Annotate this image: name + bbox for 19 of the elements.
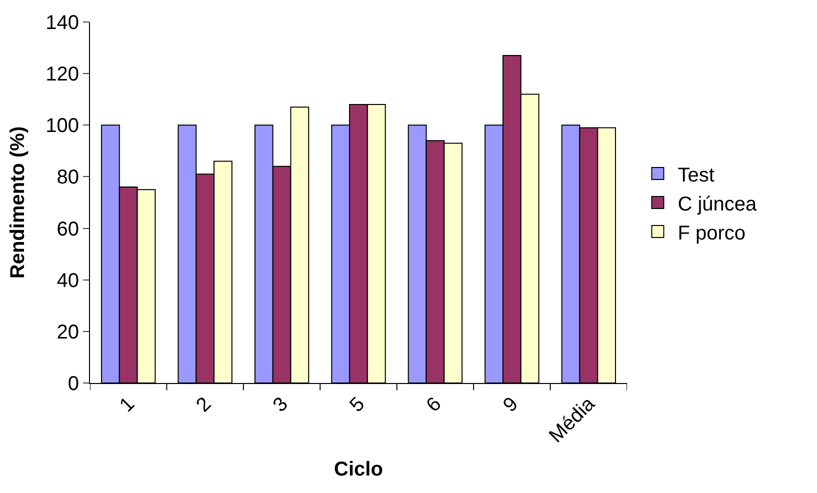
- x-tick-label: 2: [192, 393, 216, 416]
- x-tick-label: 6: [422, 393, 446, 416]
- legend-label: F porco: [678, 222, 746, 244]
- y-tick-label: 0: [68, 373, 79, 395]
- y-axis-title: Rendimento (%): [7, 126, 30, 279]
- y-tick-label: 60: [56, 218, 79, 240]
- legend-label: C júncea: [678, 193, 758, 216]
- x-tick-label: 1: [116, 393, 139, 416]
- y-tick-label: 140: [46, 12, 79, 34]
- x-tick-label: 9: [499, 393, 523, 416]
- y-tick-label: 100: [46, 115, 79, 138]
- y-tick-label: 80: [56, 166, 79, 189]
- x-tick-label: 3: [268, 393, 292, 416]
- y-tick-label: 120: [46, 64, 79, 86]
- x-tick-label: 5: [346, 393, 370, 416]
- x-axis-title: Ciclo: [334, 458, 383, 481]
- y-tick-label: 20: [56, 321, 79, 344]
- y-tick-label: 40: [56, 270, 79, 292]
- legend-label: Test: [678, 164, 715, 186]
